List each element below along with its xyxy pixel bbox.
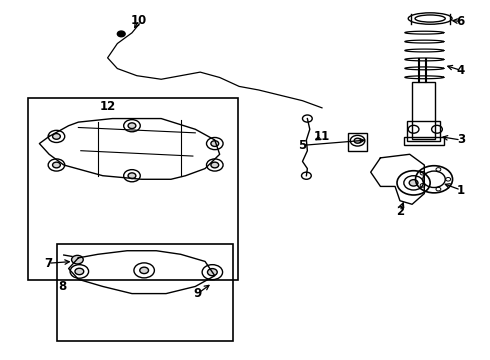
Circle shape (117, 31, 125, 37)
Circle shape (207, 269, 217, 276)
Bar (57, 244, 233, 341)
Text: 3: 3 (457, 134, 465, 147)
Circle shape (128, 173, 136, 179)
Bar (404, 137, 444, 145)
Text: 4: 4 (457, 64, 465, 77)
Text: 5: 5 (298, 139, 307, 152)
Text: 7: 7 (44, 257, 52, 270)
Text: 9: 9 (194, 287, 202, 300)
Circle shape (52, 134, 60, 139)
Circle shape (75, 268, 84, 275)
Text: 12: 12 (99, 100, 116, 113)
Text: 8: 8 (59, 280, 67, 293)
Bar (412, 82, 435, 139)
Text: 10: 10 (131, 14, 147, 27)
Text: 6: 6 (457, 15, 465, 28)
Text: 11: 11 (314, 130, 330, 143)
Circle shape (140, 267, 148, 274)
Bar (407, 121, 440, 141)
Circle shape (52, 162, 60, 168)
Circle shape (211, 162, 219, 168)
Circle shape (72, 255, 83, 264)
Bar (28, 98, 238, 280)
Text: 2: 2 (396, 205, 404, 218)
Bar (348, 133, 367, 152)
Circle shape (128, 123, 136, 129)
Text: 1: 1 (457, 184, 465, 197)
Circle shape (354, 138, 361, 143)
Circle shape (409, 180, 418, 186)
Circle shape (211, 141, 219, 147)
